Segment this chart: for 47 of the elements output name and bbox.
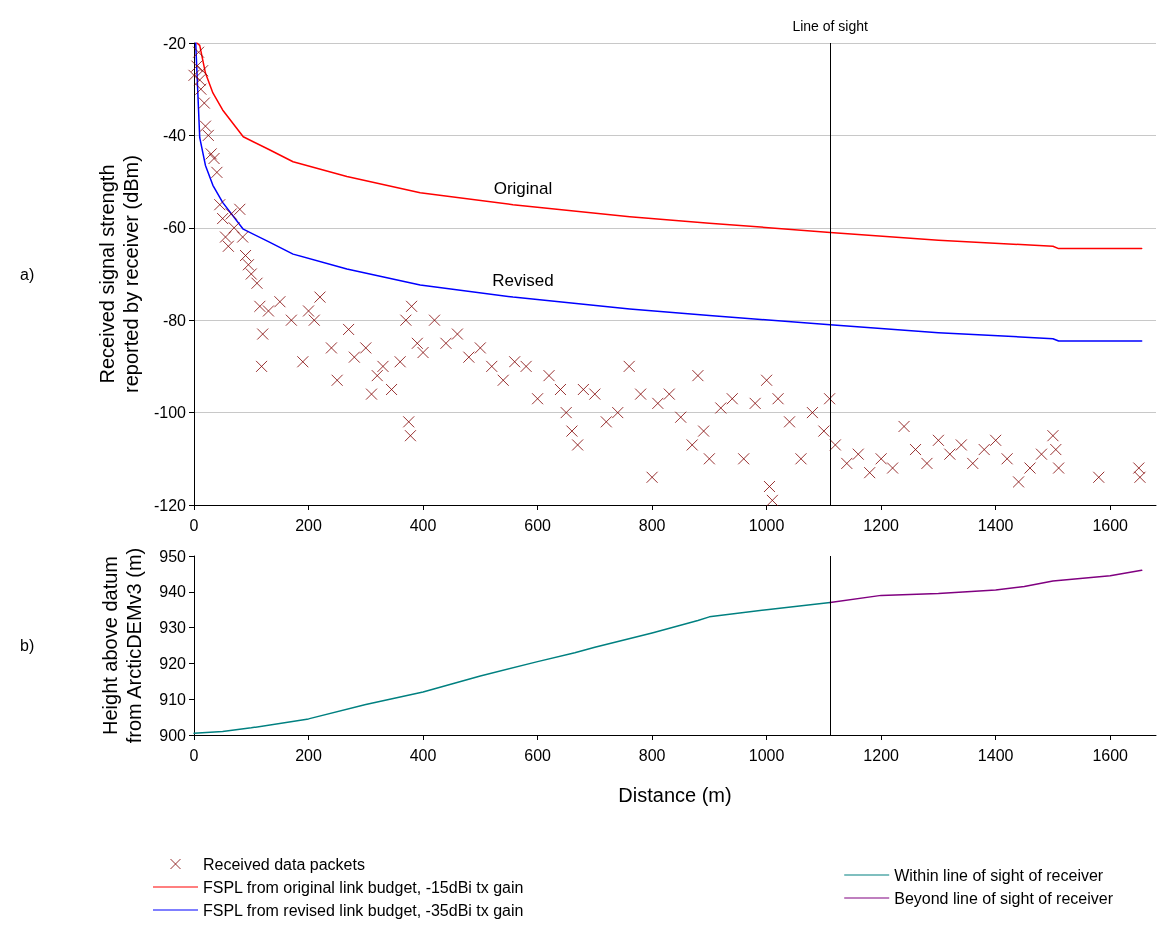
text: b) [20, 637, 35, 654]
x-tick-label: 1400 [977, 516, 1014, 534]
x-tick-label: 400 [409, 746, 437, 764]
legend-label: Beyond line of sight of receiver [894, 889, 1114, 907]
line-series [194, 42, 1143, 342]
annotation: Revised [492, 271, 554, 291]
legend-label: Received data packets [203, 855, 365, 873]
x-tick-label: 1000 [748, 516, 785, 534]
x-tick-label: 1400 [977, 746, 1014, 764]
line-series [829, 569, 1143, 604]
y-tick-label: -120 [153, 496, 187, 514]
x-tick-label: 1200 [863, 746, 900, 764]
x-axis-title: Distance (m) [618, 784, 732, 806]
y-tick-label: -80 [162, 311, 187, 329]
text: a) [20, 265, 35, 283]
y-tick-label: 920 [159, 654, 187, 672]
y-tick-label: 910 [159, 690, 187, 708]
x-tick-label: 200 [295, 516, 322, 534]
x-tick-label: 1200 [863, 516, 900, 534]
y-tick-label: -60 [162, 219, 187, 237]
ref-line-label: Line of sight [792, 18, 869, 34]
y-axis-title: Height above datum from ArcticDEMv3 (m) [99, 547, 145, 744]
legend-label: FSPL from original link budget, -15dBi tx gain [203, 878, 524, 896]
x-tick-label: 400 [409, 516, 437, 534]
y-tick-label: -100 [153, 404, 187, 422]
y-tick-label: 900 [159, 726, 187, 744]
x-tick-label: 800 [638, 746, 666, 764]
x-tick-label: 600 [524, 746, 552, 764]
x-tick-label: 0 [189, 516, 199, 534]
x-tick-label: 200 [295, 746, 322, 764]
legend-label: FSPL from revised link budget, -35dBi tx gain [203, 901, 524, 919]
y-axis-title: Received signal strength reported by receiver (dBm) [96, 155, 143, 393]
line-series [193, 601, 831, 734]
y-tick-label: 950 [159, 547, 187, 565]
x-tick-label: 600 [524, 516, 552, 534]
x-tick-label: 800 [638, 516, 666, 534]
legend-label: Within line of sight of receiver [894, 866, 1104, 884]
x-tick-label: 1000 [748, 746, 785, 764]
annotation: Original [493, 178, 553, 198]
y-tick-label: -20 [162, 34, 187, 52]
y-tick-label: 940 [159, 583, 187, 601]
line-series [196, 42, 1143, 250]
x-tick-label: 1600 [1092, 746, 1129, 764]
y-tick-label: 930 [159, 619, 187, 637]
y-tick-label: -40 [162, 126, 187, 144]
x-tick-label: 1600 [1092, 516, 1129, 534]
x-tick-label: 0 [189, 746, 199, 764]
